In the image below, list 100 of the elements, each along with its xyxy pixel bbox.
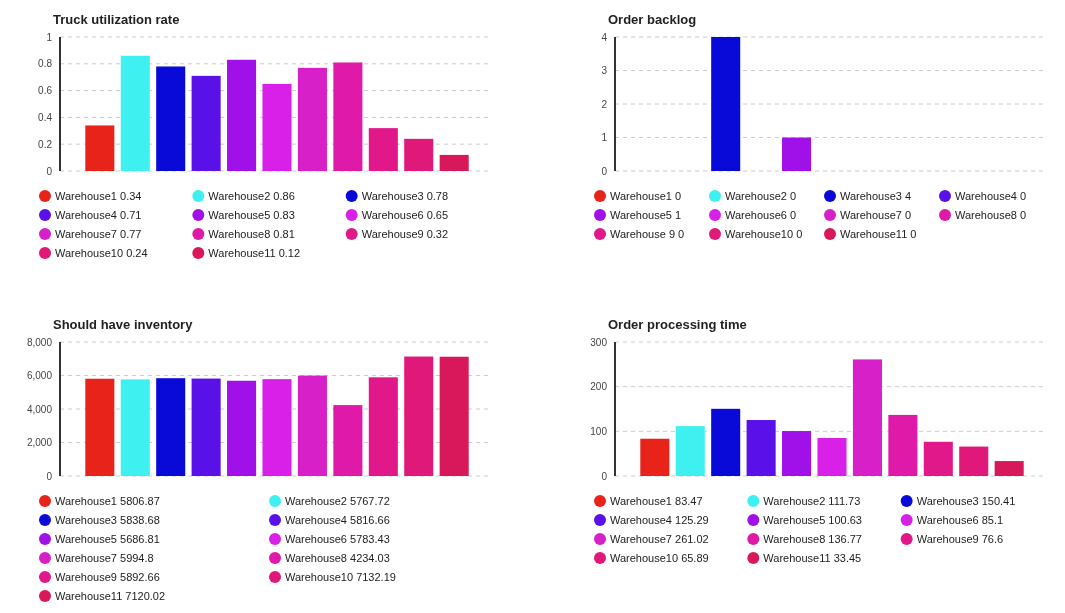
- y-tick-label: 0: [601, 165, 608, 177]
- bar: [817, 437, 847, 476]
- y-tick-label: 3: [601, 65, 608, 76]
- y-tick-label: 100: [590, 425, 608, 437]
- bar: [368, 377, 398, 476]
- legend-label: Warehouse3 4: [840, 189, 912, 202]
- legend-label: Warehouse9 0.32: [361, 227, 449, 240]
- bar: [156, 378, 186, 476]
- y-tick-label: 0.4: [38, 111, 53, 123]
- bar: [191, 378, 221, 476]
- bar: [120, 379, 150, 476]
- bar: [923, 441, 953, 476]
- y-tick-label: 0: [601, 470, 608, 482]
- legend-label: Warehouse3 5838.68: [55, 513, 160, 526]
- legend-label: Warehouse6 0: [725, 208, 797, 221]
- legend-label: Warehouse3 150.41: [916, 494, 1016, 507]
- y-tick-label: 4,000: [26, 403, 53, 415]
- legend-label: Warehouse9 5892.66: [55, 570, 160, 583]
- bar: [439, 356, 469, 476]
- bar: [85, 378, 115, 476]
- bar: [852, 359, 882, 476]
- legend-label: Warehouse10 0.24: [55, 246, 148, 259]
- y-tick-label: 2,000: [26, 437, 53, 448]
- bar: [782, 431, 812, 476]
- bar: [227, 380, 257, 476]
- bar: [439, 154, 469, 171]
- bar: [640, 438, 670, 476]
- legend-label: Warehouse11 33.45: [763, 551, 862, 564]
- legend-label: Warehouse7 261.02: [610, 532, 709, 545]
- bar: [85, 125, 115, 171]
- legend-label: Warehouse4 5816.66: [285, 513, 390, 526]
- legend-label: Warehouse10 0: [725, 227, 803, 240]
- legend-label: Warehouse8 0: [955, 208, 1027, 221]
- legend-label: Warehouse2 0.86: [208, 189, 295, 202]
- chart-title: Order backlog: [608, 12, 697, 27]
- legend-label: Warehouse11 7120.02: [55, 589, 166, 602]
- legend-label: Warehouse9 76.6: [916, 532, 1004, 545]
- y-tick-label: 2: [601, 98, 608, 110]
- bar: [711, 408, 741, 476]
- legend-label: Warehouse4 125.29: [610, 513, 709, 526]
- legend-label: Warehouse6 0.65: [361, 208, 449, 221]
- legend-label: Warehouse8 136.77: [763, 532, 863, 545]
- legend-label: Warehouse2 0: [725, 189, 797, 202]
- chart-title: Truck utilization rate: [53, 12, 180, 27]
- legend-label: Warehouse7 0: [840, 208, 912, 221]
- legend-label: Warehouse4 0: [955, 189, 1027, 202]
- legend-label: Warehouse 9 0: [610, 227, 685, 240]
- legend-label: Warehouse8 0.81: [208, 227, 295, 240]
- y-tick-label: 200: [590, 381, 608, 393]
- y-tick-label: 0: [46, 470, 53, 482]
- bar: [191, 75, 221, 171]
- bar: [227, 59, 257, 171]
- legend-label: Warehouse4 0.71: [55, 208, 142, 221]
- legend-label: Warehouse1 0: [610, 189, 682, 202]
- legend-label: Warehouse2 5767.72: [285, 494, 390, 507]
- y-tick-label: 4: [601, 31, 608, 43]
- legend-label: Warehouse3 0.78: [361, 189, 449, 202]
- bar: [297, 67, 327, 171]
- legend-label: Warehouse2 111.73: [763, 494, 861, 507]
- legend-label: Warehouse1 83.47: [610, 494, 703, 507]
- y-tick-label: 1: [601, 132, 608, 143]
- legend-label: Warehouse11 0: [840, 227, 917, 240]
- bar: [959, 446, 989, 476]
- legend-label: Warehouse5 100.63: [763, 513, 863, 526]
- legend-label: Warehouse1 0.34: [55, 189, 142, 202]
- bar: [746, 420, 776, 476]
- legend-label: Warehouse8 4234.03: [285, 551, 390, 564]
- y-tick-label: 0.6: [38, 85, 53, 97]
- y-tick-label: 0.8: [38, 58, 53, 70]
- chart-title: Order processing time: [608, 317, 747, 332]
- bar: [120, 55, 150, 171]
- legend-label: Warehouse7 5994.8: [55, 551, 154, 564]
- bar: [404, 356, 434, 476]
- legend-label: Warehouse7 0.77: [55, 227, 142, 240]
- bar: [675, 426, 705, 476]
- y-tick-label: 6,000: [26, 370, 53, 381]
- bar: [888, 414, 918, 476]
- bar: [368, 128, 398, 171]
- bar: [262, 379, 292, 476]
- legend-label: Warehouse5 5686.81: [55, 532, 160, 545]
- chart-title: Should have inventory: [53, 317, 194, 332]
- y-tick-label: 0.2: [38, 138, 53, 150]
- legend-label: Warehouse6 5783.43: [285, 532, 390, 545]
- legend-label: Warehouse6 85.1: [916, 513, 1004, 526]
- legend-label: Warehouse5 1: [610, 208, 682, 221]
- y-tick-label: 300: [590, 336, 608, 348]
- legend-label: Warehouse5 0.83: [208, 208, 295, 221]
- bar: [994, 461, 1024, 476]
- bar: [262, 83, 292, 171]
- legend-label: Warehouse1 5806.87: [55, 494, 160, 507]
- y-tick-label: 0: [46, 165, 53, 177]
- bar: [404, 138, 434, 171]
- legend-label: Warehouse10 7132.19: [285, 570, 396, 583]
- bar: [333, 62, 363, 171]
- legend-label: Warehouse10 65.89: [610, 551, 709, 564]
- y-tick-label: 8,000: [26, 336, 53, 348]
- bar: [297, 375, 327, 476]
- legend-label: Warehouse11 0.12: [208, 246, 301, 259]
- bar: [333, 405, 363, 476]
- bar: [156, 66, 186, 171]
